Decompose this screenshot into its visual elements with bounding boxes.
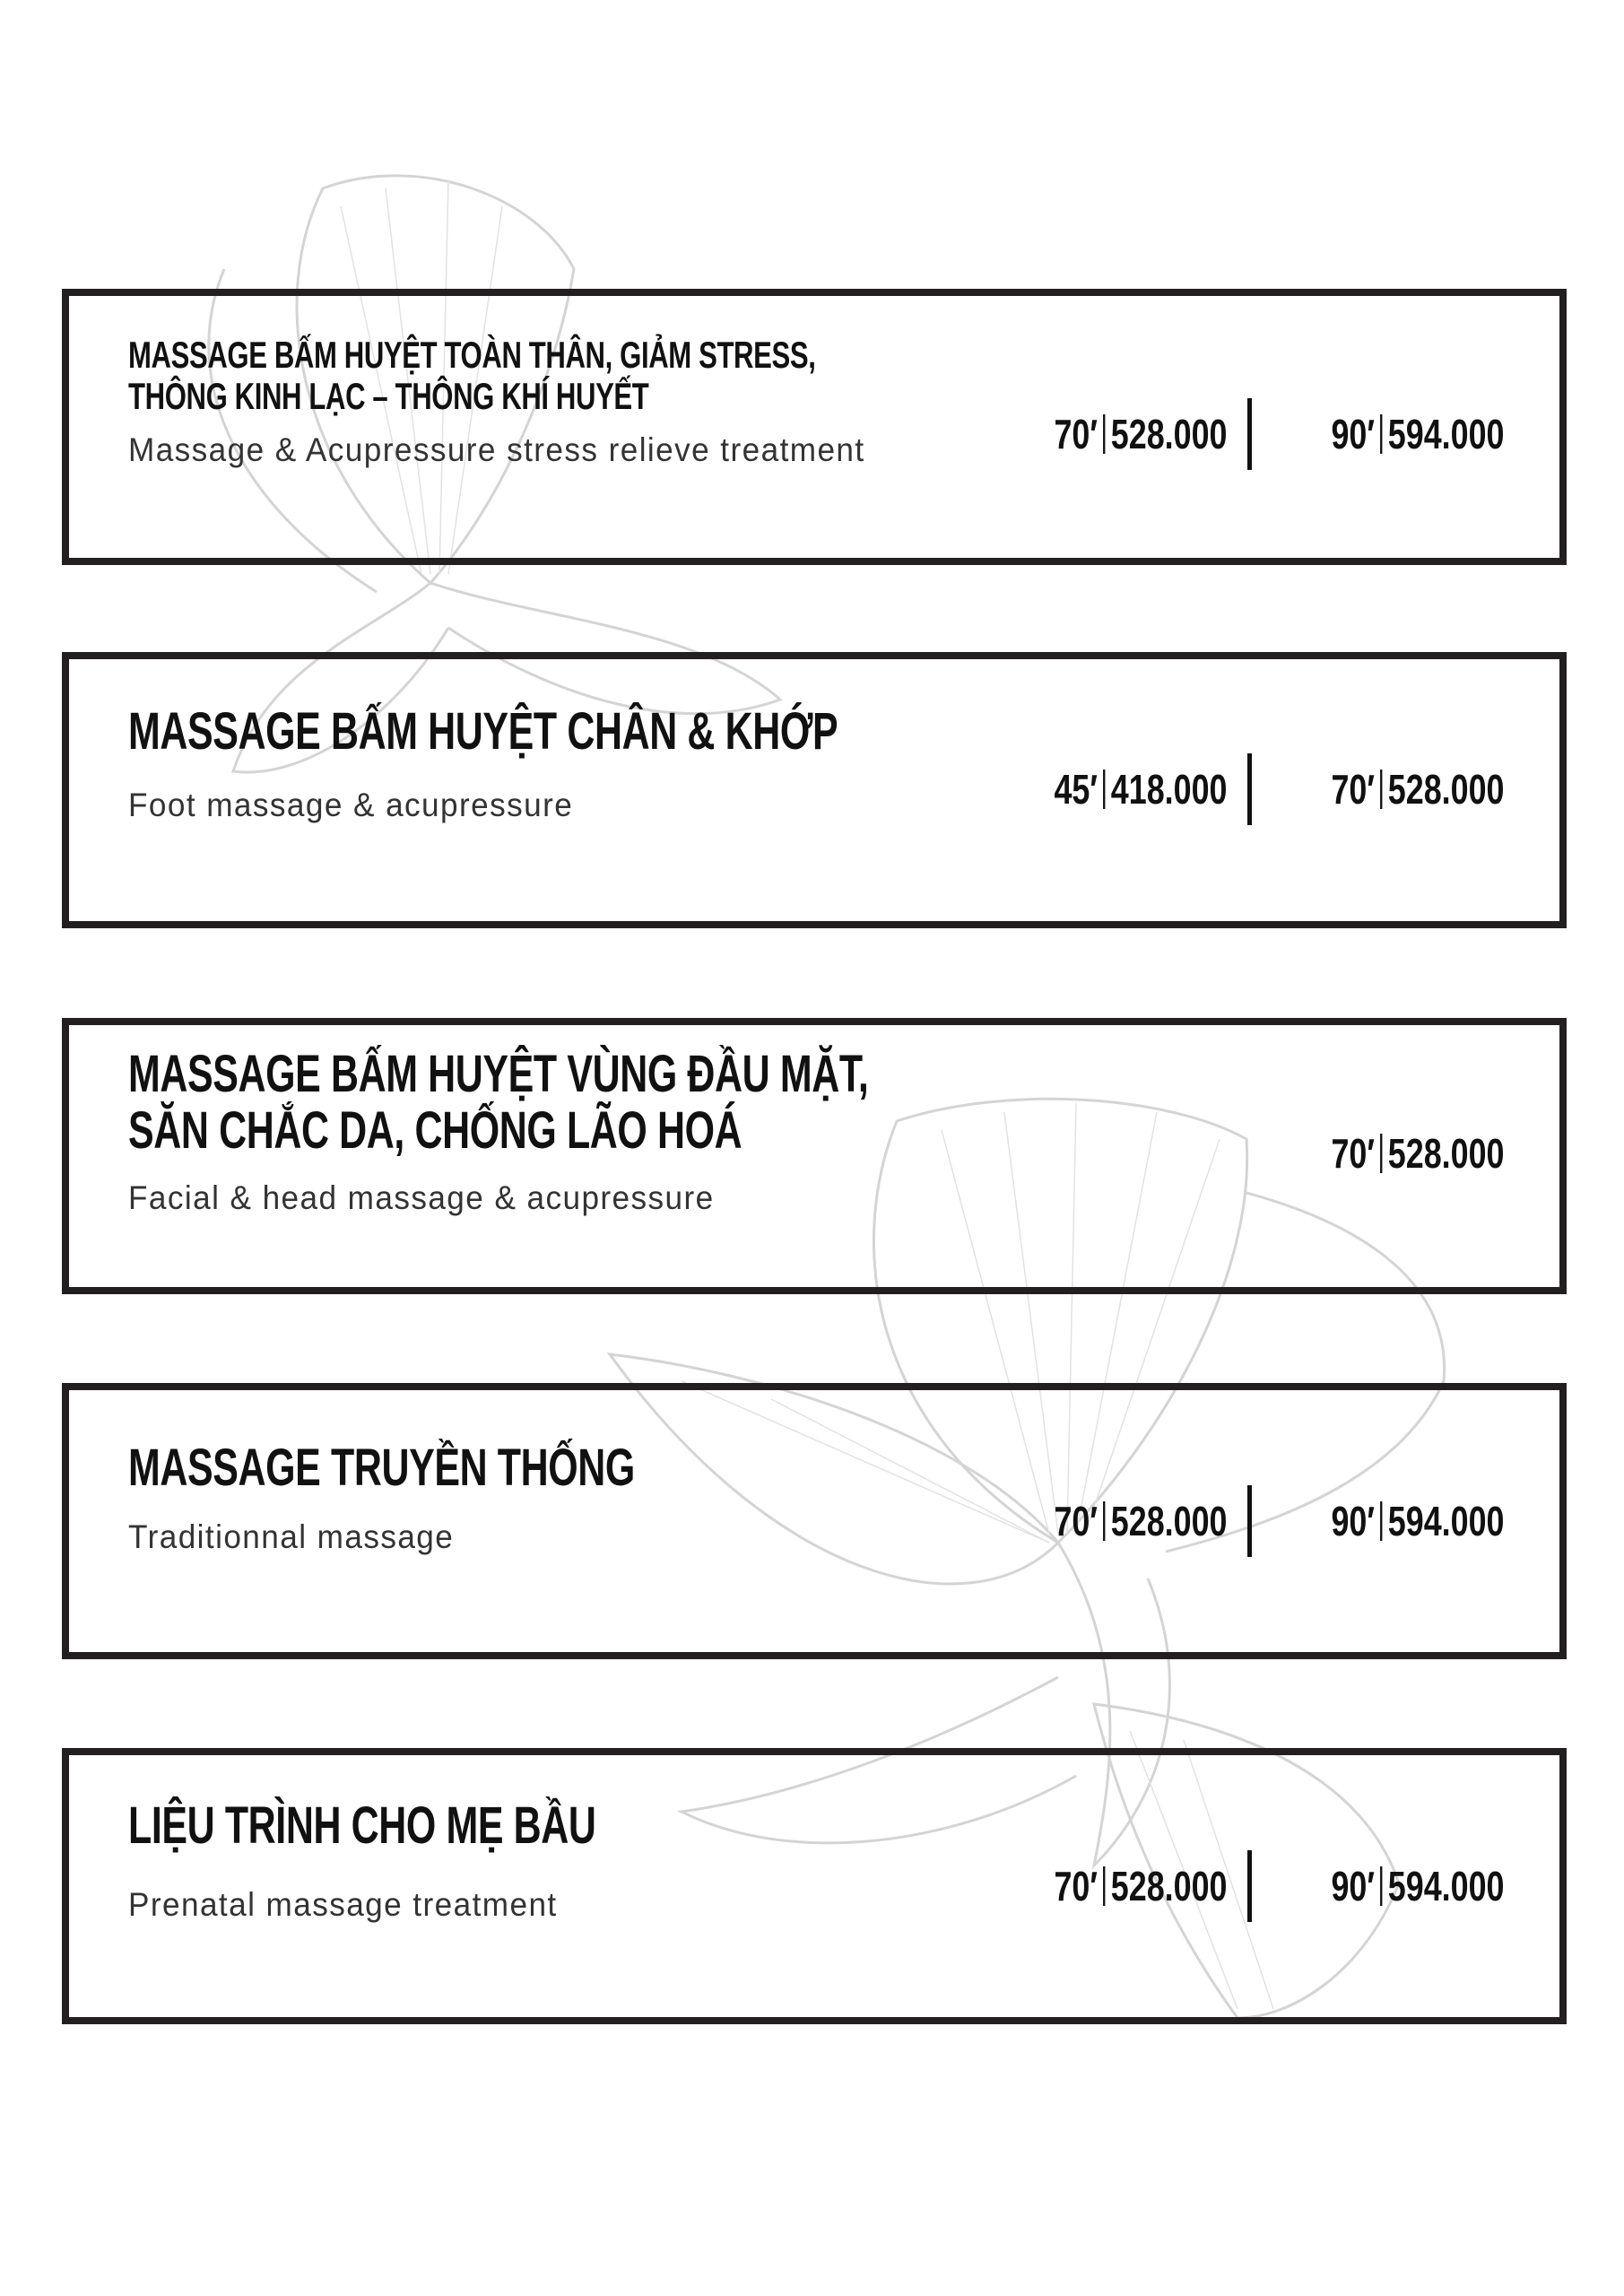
duration: 70′ xyxy=(1054,411,1098,457)
price-divider xyxy=(1246,398,1252,470)
service-card: MASSAGE BẤM HUYỆT CHÂN & KHỚP Foot massag… xyxy=(62,652,1567,928)
service-title: MASSAGE BẤM HUYỆT CHÂN & KHỚP xyxy=(128,702,838,761)
duration: 70′ xyxy=(1330,766,1375,813)
separator xyxy=(1379,1501,1383,1541)
price-option: 70′ 528.000 xyxy=(1331,1129,1504,1178)
price-option: 45′ 418.000 xyxy=(1054,765,1227,813)
price-list: 70′ 528.000 90′ 594.000 xyxy=(1005,398,1504,470)
price-value: 418.000 xyxy=(1110,766,1228,813)
service-subtitle: Traditionnal massage xyxy=(128,1518,455,1555)
price-value: 594.000 xyxy=(1387,1498,1504,1544)
service-card: LIỆU TRÌNH CHO MẸ BẦU Prenatal massage tr… xyxy=(62,1748,1567,2024)
price-value: 528.000 xyxy=(1387,766,1504,813)
price-option: 70′ 528.000 xyxy=(1054,1497,1227,1545)
price-list: 45′ 418.000 70′ 528.000 xyxy=(1005,753,1504,825)
service-subtitle: Facial & head massage & acupressure xyxy=(128,1179,715,1216)
price-option: 90′ 594.000 xyxy=(1331,1497,1504,1545)
price-option: 90′ 594.000 xyxy=(1331,1862,1504,1910)
price-option: 70′ 528.000 xyxy=(1331,765,1504,813)
service-title: LIỆU TRÌNH CHO MẸ BẦU xyxy=(128,1796,596,1856)
service-subtitle: Prenatal massage treatment xyxy=(128,1886,558,1923)
service-card: MASSAGE TRUYỀN THỐNG Traditionnal massage… xyxy=(62,1383,1567,1659)
separator xyxy=(1379,414,1383,454)
price-option: 70′ 528.000 xyxy=(1054,1862,1227,1910)
service-card: MASSAGE BẤM HUYỆT VÙNG ĐẦU MẶT, SĂN CHẮC … xyxy=(62,1018,1567,1294)
price-value: 528.000 xyxy=(1387,1130,1504,1177)
price-divider xyxy=(1246,753,1252,825)
duration: 70′ xyxy=(1054,1863,1098,1909)
price-value: 594.000 xyxy=(1387,411,1504,457)
price-value: 528.000 xyxy=(1110,411,1228,457)
price-option: 70′ 528.000 xyxy=(1054,410,1227,458)
service-subtitle: Massage & Acupressure stress relieve tre… xyxy=(128,431,865,468)
duration: 90′ xyxy=(1330,1863,1375,1909)
service-title: SĂN CHẮC DA, CHỐNG LÃO HOÁ xyxy=(128,1101,743,1161)
price-divider xyxy=(1246,1485,1252,1557)
price-list: 70′ 528.000 xyxy=(1282,1118,1504,1189)
price-value: 528.000 xyxy=(1110,1863,1228,1909)
separator xyxy=(1379,1134,1383,1173)
duration: 90′ xyxy=(1330,411,1375,457)
service-title: MASSAGE BẤM HUYỆT TOÀN THÂN, GIẢM STRESS… xyxy=(128,333,816,376)
service-card: MASSAGE BẤM HUYỆT TOÀN THÂN, GIẢM STRESS… xyxy=(62,289,1567,565)
duration: 70′ xyxy=(1054,1498,1098,1544)
duration: 90′ xyxy=(1330,1498,1375,1544)
service-title: MASSAGE TRUYỀN THỐNG xyxy=(128,1439,635,1498)
service-subtitle: Foot massage & acupressure xyxy=(128,787,574,823)
duration: 70′ xyxy=(1330,1130,1375,1177)
price-value: 594.000 xyxy=(1387,1863,1504,1909)
separator xyxy=(1379,1866,1383,1906)
separator xyxy=(1103,770,1106,809)
price-list: 70′ 528.000 90′ 594.000 xyxy=(1005,1485,1504,1557)
price-divider xyxy=(1246,1850,1252,1922)
service-title: MASSAGE BẤM HUYỆT VÙNG ĐẦU MẶT, xyxy=(128,1045,869,1104)
separator xyxy=(1103,1501,1106,1541)
separator xyxy=(1103,1866,1106,1906)
price-list: 70′ 528.000 90′ 594.000 xyxy=(1005,1850,1504,1922)
duration: 45′ xyxy=(1054,766,1098,813)
price-value: 528.000 xyxy=(1110,1498,1228,1544)
price-option: 90′ 594.000 xyxy=(1331,410,1504,458)
separator xyxy=(1379,770,1383,809)
separator xyxy=(1103,414,1106,454)
service-title: THÔNG KINH LẠC – THÔNG KHÍ HUYẾT xyxy=(128,374,649,417)
